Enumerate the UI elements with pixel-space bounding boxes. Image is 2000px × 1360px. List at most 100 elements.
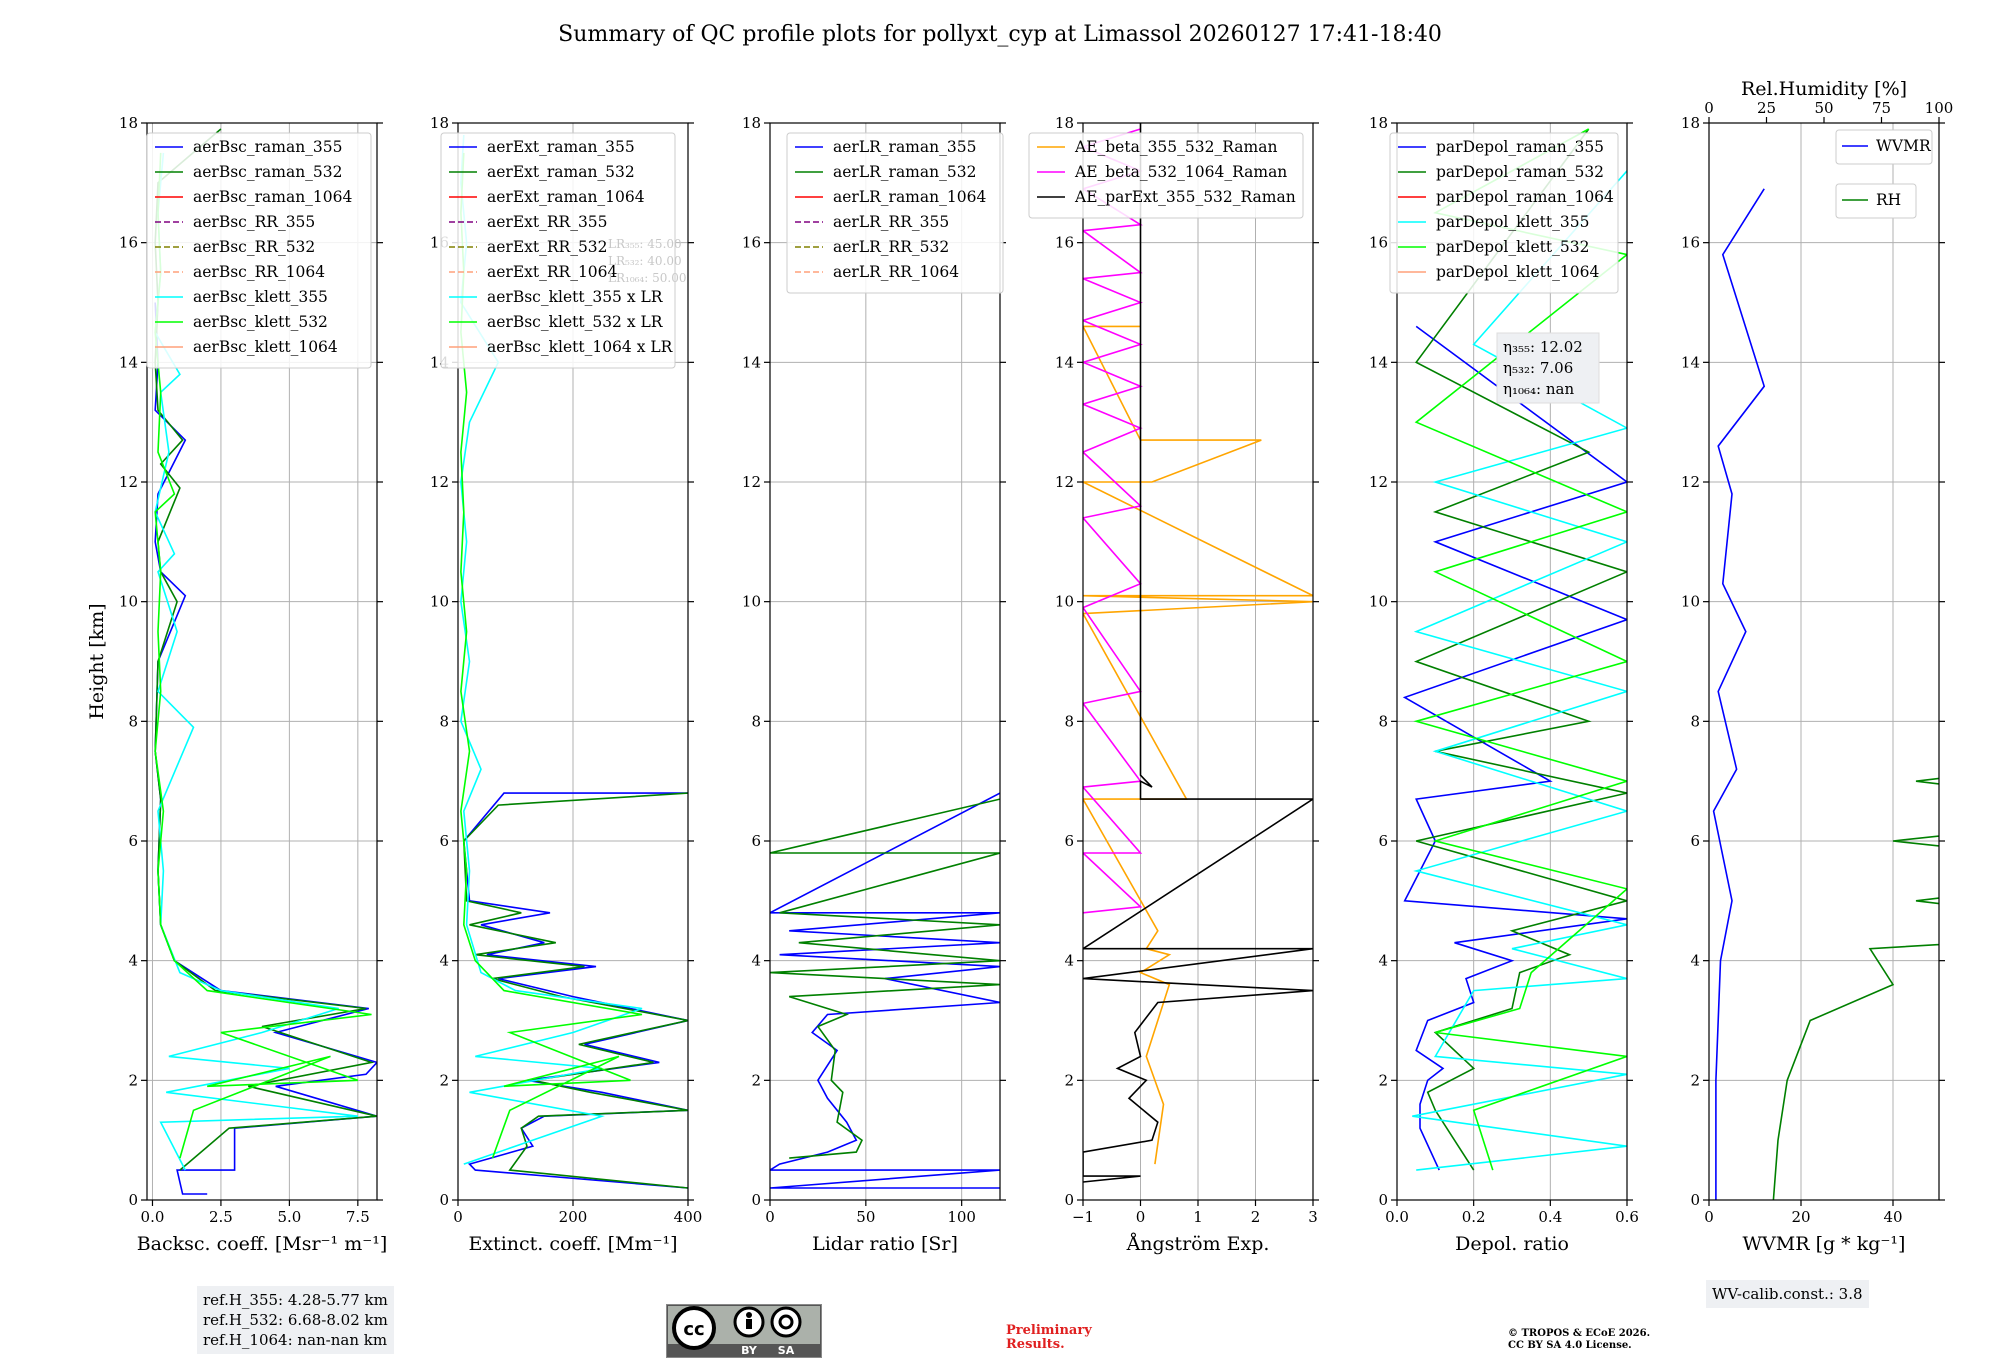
top-x-tick-label: 0	[1704, 99, 1714, 117]
preliminary-line-1: Preliminary	[1006, 1323, 1092, 1338]
y-tick-label: 6	[751, 832, 761, 850]
y-tick-label: 14	[1055, 353, 1074, 371]
wv-calib-const: WV-calib.const.: 3.8	[1712, 1285, 1863, 1303]
y-tick-label: 2	[1378, 1071, 1388, 1089]
x-tick-label: 0.0	[1385, 1208, 1409, 1226]
legend-entry: aerExt_raman_532	[487, 163, 635, 181]
y-tick-label: 2	[128, 1071, 138, 1089]
y-tick-label: 12	[742, 473, 761, 491]
legend-entry: AE_beta_532_1064_Raman	[1074, 163, 1287, 181]
y-tick-label: 10	[1681, 593, 1700, 611]
y-tick-label: 10	[119, 593, 138, 611]
y-tick-label: 0	[1064, 1191, 1074, 1209]
legend-entry: RH	[1876, 191, 1901, 209]
legend-entry: parDepol_raman_532	[1436, 163, 1604, 181]
legend: AE_beta_355_532_Raman AE_beta_532_1064_Ra…	[1028, 132, 1304, 219]
y-tick-label: 10	[742, 593, 761, 611]
panel-backscatter: 0 2 4 6 8 10 12 14 16 18 0.0 2.5 5.0 7.5 Backsc. coeff…	[86, 114, 387, 1255]
lidar-ratio-label: LR₃₅₅: 45.00	[608, 237, 682, 251]
y-tick-label: 16	[119, 234, 138, 252]
y-tick-label: 4	[1378, 952, 1388, 970]
y-tick-label: 14	[1369, 353, 1388, 371]
ref-height-532: ref.H_532: 6.68-8.02 km	[203, 1311, 388, 1329]
eta-box	[1496, 332, 1600, 404]
legend-entry: aerLR_RR_532	[833, 238, 949, 256]
series-aerBsc_klett_532 x LR	[460, 152, 643, 1159]
legend-entry: aerExt_RR_532	[487, 238, 608, 256]
series-parDepol_klett_532	[1413, 128, 1627, 1171]
legend-entry: aerLR_raman_1064	[833, 188, 986, 206]
x-tick-label: 2	[1251, 1208, 1261, 1226]
y-tick-label: 0	[1690, 1191, 1700, 1209]
y-tick-label: 2	[1064, 1071, 1074, 1089]
y-tick-label: 16	[1055, 234, 1074, 252]
series-group	[1083, 123, 1313, 1183]
y-tick-label: 12	[119, 473, 138, 491]
cc-license-badge: cc BY SA	[666, 1304, 822, 1358]
copyright-line-2: CC BY SA 4.0 License.	[1508, 1340, 1632, 1351]
y-tick-label: 18	[430, 114, 449, 132]
y-tick-label: 18	[742, 114, 761, 132]
eta-label: η₃₅₅: 12.02	[1503, 338, 1583, 356]
legend-frame	[1835, 129, 1933, 165]
y-tick-label: 6	[1378, 832, 1388, 850]
y-tick-label: 18	[1681, 114, 1700, 132]
y-tick-label: 4	[439, 952, 449, 970]
svg-text:cc: cc	[683, 1319, 704, 1340]
y-tick-label: 10	[1369, 593, 1388, 611]
y-tick-label: 8	[751, 712, 761, 730]
x-tick-label: −1	[1072, 1208, 1094, 1226]
legend-frame	[786, 132, 1004, 294]
legend-entry: AE_parExt_355_532_Raman	[1074, 188, 1296, 206]
x-tick-label: 40	[1883, 1208, 1902, 1226]
y-tick-label: 6	[128, 832, 138, 850]
y-tick-label: 6	[1064, 832, 1074, 850]
legend-rh: RH	[1835, 183, 1917, 219]
y-tick-label: 6	[439, 832, 449, 850]
y-tick-label: 8	[439, 712, 449, 730]
ref-height-355: ref.H_355: 4.28-5.77 km	[203, 1291, 388, 1309]
y-tick-label: 4	[751, 952, 761, 970]
ref-height-1064: ref.H_1064: nan-nan km	[203, 1331, 388, 1349]
y-tick-label: 8	[1378, 712, 1388, 730]
y-tick-label: 0	[439, 1191, 449, 1209]
legend-entry: aerBsc_raman_1064	[193, 188, 353, 206]
series-group	[154, 128, 377, 1195]
y-tick-label: 6	[1690, 832, 1700, 850]
x-axis-label: Extinct. coeff. [Mm⁻¹]	[468, 1233, 677, 1255]
legend-entry: aerExt_RR_355	[487, 213, 608, 231]
copyright-note: © TROPOS & ECoE 2026. CC BY SA 4.0 Licen…	[1508, 1328, 1650, 1352]
legend-frame	[1835, 183, 1917, 219]
series-AE_beta_532_1064_Raman	[1083, 128, 1143, 914]
legend-entry: parDepol_raman_355	[1436, 138, 1604, 156]
series-AE_parExt_355_532_Raman	[1083, 123, 1313, 1183]
cc-sa-label: SA	[778, 1344, 795, 1357]
series-aerBsc_klett_355	[154, 152, 358, 1171]
x-tick-label: 100	[947, 1208, 976, 1226]
copyright-line-1: © TROPOS & ECoE 2026.	[1508, 1328, 1651, 1339]
legend-entry: aerBsc_klett_355	[193, 288, 328, 306]
x-tick-label: 50	[856, 1208, 875, 1226]
y-tick-label: 12	[1055, 473, 1074, 491]
y-tick-label: 14	[1681, 353, 1700, 371]
x-axis-label: Backsc. coeff. [Msr⁻¹ m⁻¹]	[137, 1233, 388, 1255]
series-parDepol_raman_532	[1413, 128, 1627, 1171]
series-WVMR	[1712, 188, 1766, 1200]
x-tick-label: 0.4	[1538, 1208, 1562, 1226]
legend-wvmr: WVMR	[1835, 129, 1933, 165]
wv-calibration-box: WV-calib.const.: 3.8	[1706, 1280, 1869, 1308]
y-tick-label: 4	[1064, 952, 1074, 970]
legend-entry: aerExt_raman_355	[487, 138, 635, 156]
panel-depolarization: 0 2 4 6 8 10 12 14 16 18 0.0 0.2 0.4 0.6 Depol. ratio p…	[1369, 114, 1639, 1255]
legend-entry: aerBsc_klett_532	[193, 313, 328, 331]
preliminary-line-2: Results.	[1006, 1337, 1065, 1352]
y-tick-label: 16	[1369, 234, 1388, 252]
x-tick-label: 5.0	[277, 1208, 301, 1226]
x-tick-label: 0.2	[1462, 1208, 1486, 1226]
y-tick-label: 16	[1681, 234, 1700, 252]
legend-frame	[1028, 132, 1304, 219]
y-tick-label: 12	[1369, 473, 1388, 491]
x-tick-label: 0.6	[1615, 1208, 1639, 1226]
